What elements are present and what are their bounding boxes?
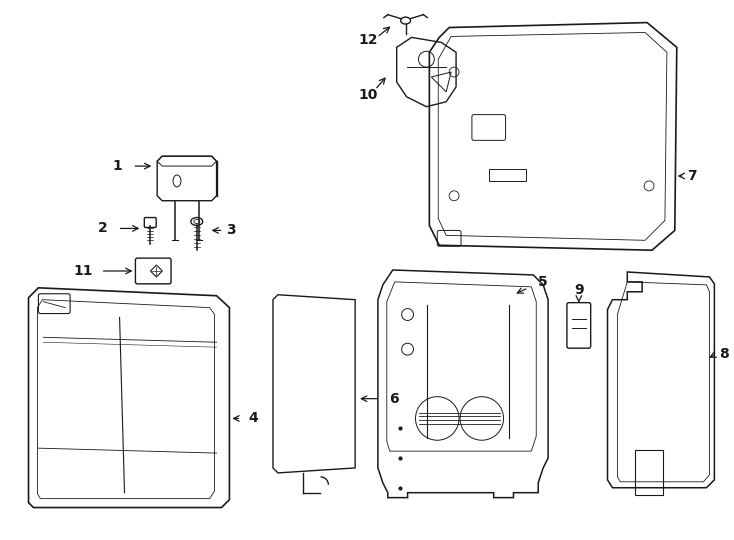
Text: 7: 7 [687, 169, 697, 183]
Text: 6: 6 [389, 392, 399, 406]
Text: 2: 2 [98, 221, 108, 235]
Bar [635, 450, 663, 495]
Text: 3: 3 [227, 224, 236, 238]
Bar [489, 169, 526, 181]
Text: 10: 10 [358, 88, 378, 102]
Text: 11: 11 [73, 264, 92, 278]
Text: 9: 9 [574, 283, 584, 297]
Text: 5: 5 [538, 275, 548, 289]
Text: 4: 4 [248, 411, 258, 426]
Text: 12: 12 [358, 33, 378, 48]
Text: 8: 8 [719, 347, 729, 361]
Text: 1: 1 [113, 159, 123, 173]
